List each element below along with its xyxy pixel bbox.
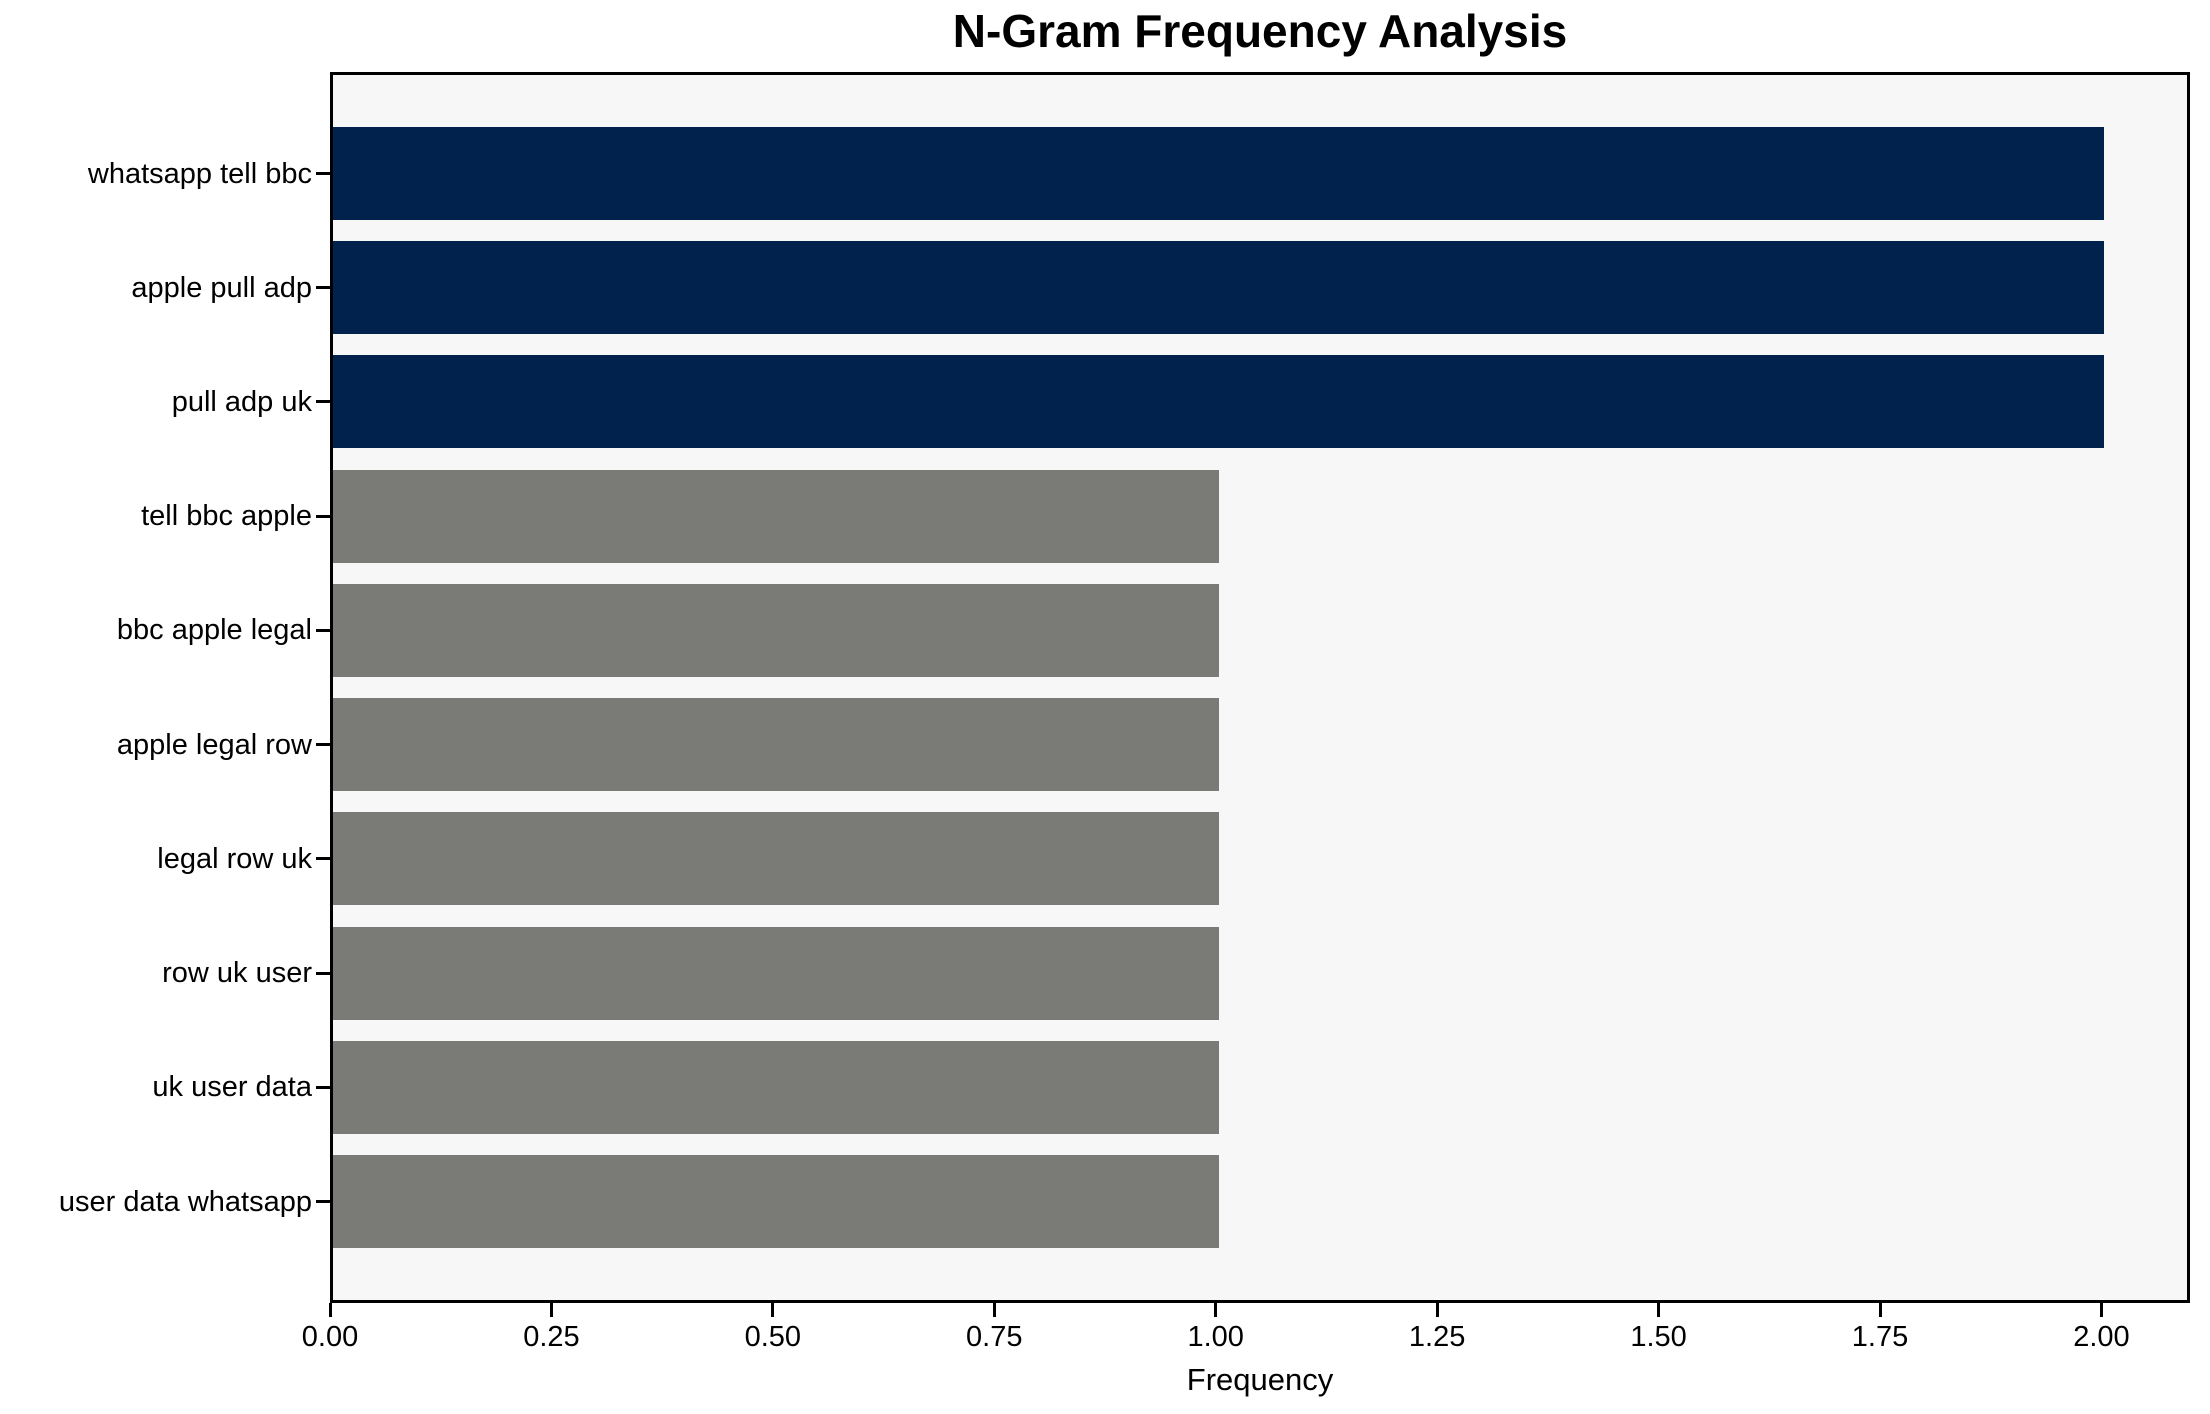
x-tick-mark: [549, 1303, 553, 1317]
bar-apple-legal-row: [333, 698, 1219, 792]
bar-apple-pull-adp: [333, 241, 2104, 335]
chart-title: N-Gram Frequency Analysis: [952, 5, 1568, 57]
y-tick-label: apple legal row: [116, 728, 312, 761]
x-tick-label: 1.75: [1851, 1321, 1909, 1353]
x-tick-label: 0.75: [966, 1321, 1023, 1353]
x-tick-mark: [1214, 1303, 1218, 1317]
bar-whatsapp-tell-bbc: [333, 127, 2104, 220]
x-tick-mark: [771, 1303, 775, 1317]
y-tick-label: apple pull adp: [131, 271, 312, 304]
bar-legal-row-uk: [333, 812, 1219, 906]
bar-pull-adp-uk: [333, 355, 2104, 449]
y-tick-mark: [316, 1085, 330, 1089]
x-axis-label: Frequency: [1186, 1362, 1334, 1397]
y-tick-mark: [316, 857, 330, 861]
y-tick-label: row uk user: [162, 957, 312, 990]
y-tick-mark: [316, 286, 330, 290]
bar-uk-user-data: [333, 1040, 1219, 1134]
x-tick-mark: [1435, 1303, 1439, 1317]
x-tick-mark: [2099, 1303, 2103, 1317]
y-tick-mark: [316, 514, 330, 518]
bar-bbc-apple-legal: [333, 583, 1219, 677]
x-tick-label: 0.50: [744, 1321, 802, 1353]
x-tick-label: 1.00: [1187, 1321, 1244, 1353]
x-tick-mark: [1657, 1303, 1661, 1317]
x-tick-label: 0.25: [523, 1321, 580, 1353]
bar-row-uk-user: [333, 926, 1219, 1020]
y-tick-label: legal row uk: [157, 842, 312, 875]
x-tick-label: 1.50: [1630, 1321, 1687, 1353]
y-tick-label: bbc apple legal: [116, 614, 312, 647]
y-tick-mark: [316, 400, 330, 404]
bar-user-data-whatsapp: [333, 1155, 1219, 1248]
y-tick-mark: [316, 971, 330, 975]
y-tick-label: tell bbc apple: [141, 500, 312, 533]
y-tick-label: user data whatsapp: [58, 1185, 312, 1218]
y-tick-label: pull adp uk: [171, 385, 312, 418]
bar-tell-bbc-apple: [333, 469, 1219, 563]
y-tick-mark: [316, 1200, 330, 1203]
y-tick-mark: [316, 172, 330, 175]
x-tick-mark: [1878, 1303, 1882, 1317]
x-tick-mark: [992, 1303, 996, 1317]
y-tick-mark: [316, 743, 330, 747]
x-tick-label: 2.00: [2073, 1321, 2130, 1353]
x-tick-label: 1.25: [1408, 1321, 1466, 1353]
y-tick-label: uk user data: [152, 1071, 312, 1104]
y-tick-label: whatsapp tell bbc: [87, 157, 312, 190]
plot-area: [330, 72, 2190, 1303]
x-tick-mark: [328, 1303, 332, 1317]
y-tick-mark: [316, 628, 330, 632]
x-tick-label: 0.00: [301, 1321, 359, 1353]
